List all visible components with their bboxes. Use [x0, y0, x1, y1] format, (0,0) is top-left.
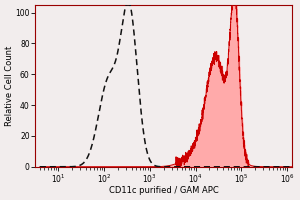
X-axis label: CD11c purified / GAM APC: CD11c purified / GAM APC	[109, 186, 218, 195]
Y-axis label: Relative Cell Count: Relative Cell Count	[5, 46, 14, 126]
